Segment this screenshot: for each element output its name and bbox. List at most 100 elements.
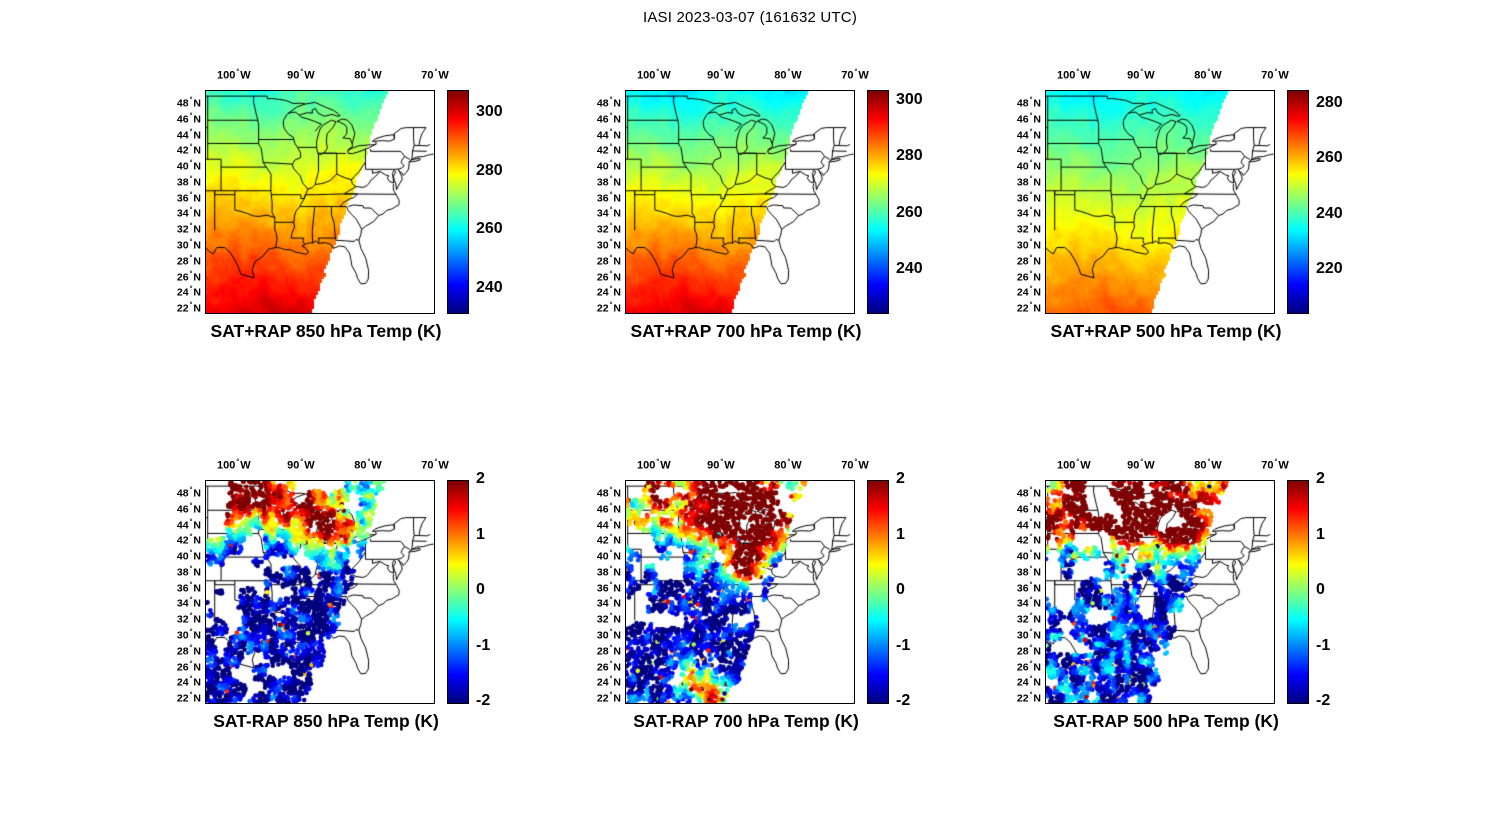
lat-tick-label: 24°N [596,676,621,689]
figure-title: IASI 2023-03-07 (161632 UTC) [642,9,858,26]
map-canvas [1045,480,1275,704]
panel-title: SAT-RAP 850 hPa Temp (K) [213,711,439,731]
lat-tick-label: 46°N [1016,502,1041,516]
lat-tick-label: 48°N [596,97,621,110]
lat-tick-label: 36°N [596,191,621,205]
colorbar-tick-label: 260 [1316,149,1343,167]
map-canvas [625,90,855,314]
colorbar-tick-label: 240 [1316,204,1343,222]
lat-tick-label: 42°N [1016,144,1041,157]
lon-tick-label: 70°W [841,459,869,472]
lat-tick-label: 34°N [176,597,201,610]
panel-title: SAT+RAP 500 hPa Temp (K) [1050,321,1282,341]
lat-tick-label: 48°N [596,487,621,500]
lat-tick-label: 40°N [176,550,201,563]
lat-tick-label: 28°N [1016,254,1041,268]
lat-tick-label: 26°N [176,660,201,674]
lat-tick-label: 30°N [596,628,621,642]
lat-tick-label: 40°N [1016,550,1041,563]
lat-tick-label: 46°N [596,502,621,516]
panel-title: SAT-RAP 700 hPa Temp (K) [633,711,859,731]
colorbar-tick-label: 0 [1316,581,1325,598]
colorbar-tick-label: 2 [476,470,485,487]
lat-tick-label: 24°N [1016,286,1041,299]
lon-tick-label: 70°W [841,69,869,82]
lon-tick-label: 100°W [637,69,671,82]
lat-tick-label: 46°N [1016,112,1041,126]
lat-tick-label: 24°N [596,286,621,299]
lat-tick-label: 24°N [176,676,201,689]
colorbar-tick-label: 280 [1316,93,1343,111]
panel-sat-minus-rap-850: SAT-RAP 850 hPa Temp (K) 100°W 90°W 80°W 70… [160,450,590,750]
lon-tick-label: 80°W [354,459,382,472]
lat-tick-label: 36°N [176,191,201,205]
colorbar-tick-label: 280 [896,147,923,165]
lat-tick-label: 38°N [596,175,621,189]
colorbar-tick-label: 280 [476,161,503,179]
lat-tick-label: 42°N [596,534,621,547]
panel-sat-plus-rap-500: SAT+RAP 500 hPa Temp (K) 100°W 90°W 80°W 70… [1000,60,1430,360]
colorbar-tick-label: 260 [476,220,503,238]
lat-tick-label: 44°N [176,518,201,532]
lat-tick-label: 32°N [596,223,621,236]
lat-tick-label: 30°N [1016,238,1041,252]
lat-tick-label: 26°N [1016,660,1041,674]
lat-tick-label: 40°N [596,160,621,173]
lat-tick-label: 48°N [1016,97,1041,110]
lat-tick-label: 22°N [596,692,621,705]
colorbar-tick-label: -2 [476,692,491,709]
lat-tick-label: 30°N [176,628,201,642]
lon-tick-label: 90°W [287,69,315,82]
lat-tick-label: 32°N [596,613,621,626]
colorbar-tick-label: 0 [896,581,905,598]
lat-tick-label: 32°N [1016,223,1041,236]
colorbar-tick-label: -2 [896,692,911,709]
colorbar [1287,480,1309,704]
panel-sat-minus-rap-700: SAT-RAP 700 hPa Temp (K) 100°W 90°W 80°W 70… [580,450,1010,750]
lat-tick-label: 40°N [596,550,621,563]
lat-tick-label: 26°N [596,270,621,284]
lat-tick-label: 38°N [1016,175,1041,189]
colorbar-tick-label: 2 [896,470,905,487]
lon-tick-label: 80°W [1194,459,1222,472]
colorbar-tick-label: -1 [896,636,911,654]
lat-tick-label: 28°N [596,254,621,268]
lat-tick-label: 32°N [176,613,201,626]
lon-tick-label: 80°W [774,69,802,82]
map-canvas [205,480,435,704]
lat-tick-label: 42°N [1016,534,1041,547]
lat-tick-label: 40°N [176,160,201,173]
colorbar-tick-label: 240 [896,259,923,277]
lat-tick-label: 26°N [1016,270,1041,284]
lon-tick-label: 100°W [217,459,251,472]
lon-tick-label: 90°W [1127,459,1155,472]
colorbar-tick-label: 240 [476,278,503,296]
lat-tick-label: 24°N [176,286,201,299]
lon-tick-label: 70°W [1261,459,1289,472]
lon-tick-label: 70°W [421,69,449,82]
colorbar-tick-label: 260 [896,203,923,221]
map-canvas [1045,90,1275,314]
lon-tick-label: 90°W [707,459,735,472]
lat-tick-label: 44°N [176,128,201,142]
lat-tick-label: 28°N [176,254,201,268]
lat-tick-label: 42°N [596,144,621,157]
lat-tick-label: 44°N [596,518,621,532]
colorbar-tick-label: 1 [1316,525,1325,543]
colorbar-tick-label: -1 [476,636,491,654]
lat-tick-label: 30°N [596,238,621,252]
lon-tick-label: 100°W [217,69,251,82]
lat-tick-label: 22°N [1016,692,1041,705]
lat-tick-label: 22°N [176,692,201,705]
lon-tick-label: 70°W [1261,69,1289,82]
lon-tick-label: 100°W [1057,69,1091,82]
colorbar [447,480,469,704]
panel-sat-plus-rap-700: SAT+RAP 700 hPa Temp (K) 100°W 90°W 80°W 70… [580,60,1010,360]
lat-tick-label: 46°N [176,112,201,126]
lon-tick-label: 90°W [1127,69,1155,82]
lat-tick-label: 32°N [176,223,201,236]
lon-tick-label: 100°W [637,459,671,472]
lon-tick-label: 90°W [707,69,735,82]
lat-tick-label: 26°N [596,660,621,674]
lat-tick-label: 38°N [176,175,201,189]
